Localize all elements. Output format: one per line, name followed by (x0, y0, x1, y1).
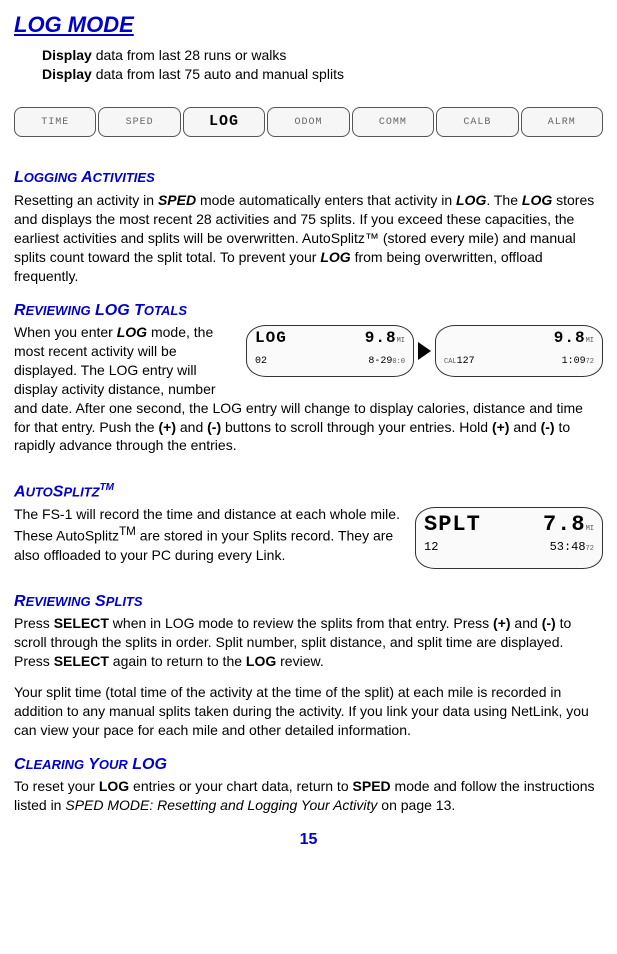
mode-cell: CALB (436, 107, 518, 137)
mode-cell: SPED (98, 107, 180, 137)
para-logging-activities: Resetting an activity in SPED mode autom… (14, 191, 603, 285)
mode-cell-active: LOG (183, 107, 265, 137)
intro-line-1: Display data from last 28 runs or walks (42, 46, 603, 65)
lcd-totals-transition: LOG9.8MI 028-290:0 9.8MI CAL1271:0972 (246, 325, 603, 377)
para-reviewing-splits-2: Your split time (total time of the activ… (14, 683, 603, 740)
page-title: LOG MODE (14, 10, 603, 40)
heading-logging-activities: LOGGING ACTIVITIES (14, 167, 603, 189)
arrow-icon (418, 342, 431, 360)
mode-cell: COMM (352, 107, 434, 137)
intro-line-2: Display data from last 75 auto and manua… (42, 65, 603, 84)
lcd-left: LOG9.8MI 028-290:0 (246, 325, 414, 377)
para-reviewing-splits-1: Press SELECT when in LOG mode to review … (14, 614, 603, 671)
heading-reviewing-splits: REVIEWING SPLITS (14, 591, 603, 613)
mode-cell: ODOM (267, 107, 349, 137)
mode-cell: ALRM (521, 107, 603, 137)
mode-bar: TIME SPED LOG ODOM COMM CALB ALRM (14, 107, 603, 137)
para-clearing-log: To reset your LOG entries or your chart … (14, 777, 603, 815)
lcd-right: 9.8MI CAL1271:0972 (435, 325, 603, 377)
intro-block: Display data from last 28 runs or walks … (42, 46, 603, 84)
lcd-autosplitz: SPLT7.8MI 1253:4872 (415, 507, 603, 569)
heading-clearing-log: CLEARING YOUR LOG (14, 754, 603, 776)
heading-reviewing-totals: REVIEWING LOG TOTALS (14, 300, 603, 322)
mode-cell: TIME (14, 107, 96, 137)
page-number: 15 (14, 829, 603, 851)
heading-autosplitz: AUTOSPLITZTM (14, 481, 603, 503)
